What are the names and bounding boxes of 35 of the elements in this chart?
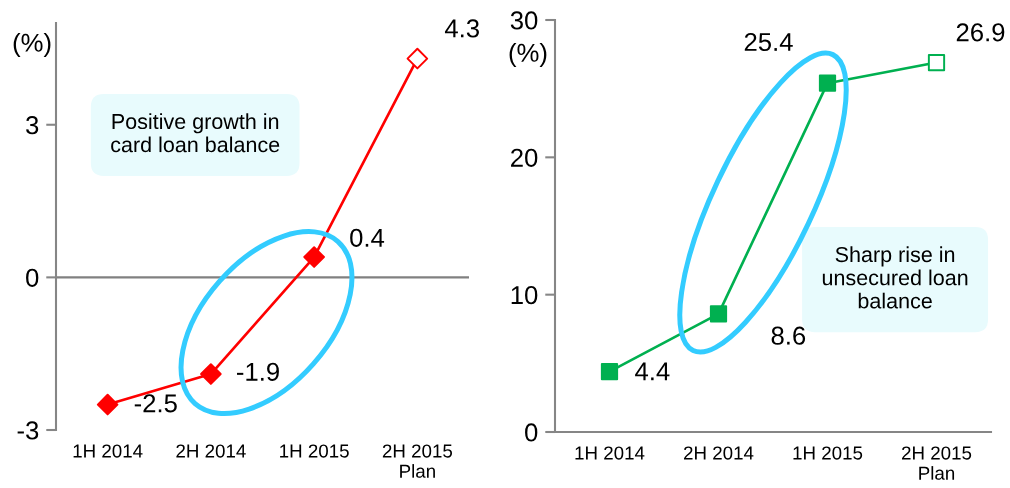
x-tick-label: 2H 2015 Plan bbox=[902, 446, 972, 480]
x-tick-label: 1H 2015 bbox=[280, 444, 349, 458]
data-label: 4.3 bbox=[444, 19, 479, 38]
y-tick-label: 0 bbox=[525, 423, 538, 442]
x-tick-label: 1H 2014 bbox=[73, 444, 143, 458]
x-tick-label: 2H 2014 bbox=[176, 444, 246, 458]
data-label: 0.4 bbox=[350, 228, 385, 247]
point bbox=[200, 363, 222, 385]
point bbox=[709, 305, 728, 323]
point bbox=[927, 53, 946, 72]
point bbox=[303, 246, 325, 268]
data-label: -1.9 bbox=[237, 362, 279, 381]
point bbox=[818, 74, 837, 92]
point bbox=[600, 362, 619, 381]
y-tick-label: 20 bbox=[511, 148, 538, 167]
data-label: 4.4 bbox=[635, 362, 670, 381]
y-tick-label: 3 bbox=[26, 116, 39, 135]
x-tick-label: 1H 2014 bbox=[575, 446, 645, 460]
point bbox=[96, 393, 119, 416]
y-tick-label: 10 bbox=[511, 286, 538, 305]
annotation: Sharp rise in unsecured loan balance bbox=[822, 246, 968, 309]
x-tick-label: 2H 2014 bbox=[684, 446, 754, 460]
y-tick-label: 0 bbox=[26, 268, 39, 287]
data-label: 26.9 bbox=[956, 23, 1005, 42]
annotation: Positive growth in card loan balance bbox=[111, 113, 280, 153]
y-axis-title: (%) bbox=[509, 43, 547, 67]
data-label: 8.6 bbox=[771, 326, 806, 345]
x-tick-label: 2H 2015 Plan bbox=[382, 444, 453, 478]
data-label: 25.4 bbox=[744, 32, 793, 52]
point bbox=[406, 47, 429, 70]
y-axis-title: (%) bbox=[13, 33, 51, 57]
x-tick-label: 1H 2015 bbox=[793, 446, 863, 460]
y-tick-label: 30 bbox=[510, 11, 538, 30]
y-tick-label: -3 bbox=[17, 421, 39, 440]
data-label: -2.5 bbox=[134, 394, 177, 413]
